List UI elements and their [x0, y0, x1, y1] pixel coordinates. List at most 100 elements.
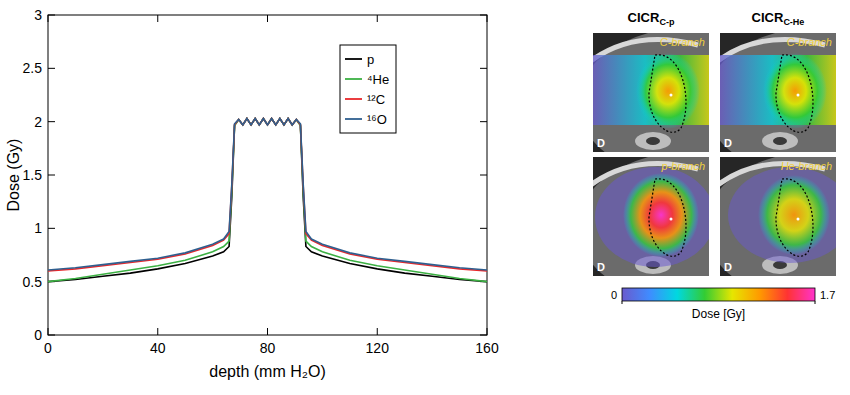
- series-line: [48, 118, 487, 269]
- y-tick-label: 0.5: [23, 274, 43, 290]
- dose-panel: [720, 157, 836, 276]
- plot-frame: [48, 15, 487, 335]
- tumor-contour: [776, 55, 813, 133]
- y-tick-label: 2: [34, 114, 42, 130]
- x-tick: [377, 15, 378, 22]
- y-tick: [48, 121, 55, 122]
- isocenter: [797, 94, 800, 97]
- canal: [646, 137, 660, 145]
- vertebra: [635, 132, 671, 150]
- colorbar: [622, 288, 815, 301]
- y-tick: [48, 15, 55, 16]
- y-tick: [480, 228, 487, 229]
- colorbar-label: Dose [Gy]: [692, 307, 745, 321]
- page: 0 40 80 120 160 0 0.5 1 1.5 2 2.5 3 depth (mm H₂O) Do…: [0, 0, 850, 395]
- column-title-main: CICR: [628, 10, 660, 25]
- legend-label: ¹⁶O: [367, 112, 387, 127]
- x-tick: [157, 328, 158, 335]
- y-tick: [480, 121, 487, 122]
- x-tick: [377, 328, 378, 335]
- y-tick-label: 3: [34, 7, 42, 23]
- y-tick: [48, 228, 55, 229]
- tissue: [720, 157, 836, 276]
- isocenter: [797, 218, 800, 221]
- legend-label: ⁴He: [367, 72, 389, 87]
- axes: 0 40 80 120 160 0 0.5 1 1.5 2 2.5 3 depth (mm H₂O) Do…: [5, 7, 499, 380]
- legend: p ⁴He ¹²C ¹⁶O: [340, 45, 396, 133]
- tumor-contour: [776, 179, 813, 257]
- x-tick: [157, 15, 158, 22]
- y-tick-label: 0: [34, 327, 42, 343]
- dose-core: [758, 175, 830, 255]
- panel-label: p-branch: [661, 160, 705, 172]
- series-line: [48, 118, 487, 281]
- y-tick: [48, 335, 55, 336]
- x-tick-label: 120: [366, 340, 390, 356]
- colorbar-tick-label: 1.7: [820, 289, 835, 301]
- dose-band: [595, 167, 709, 267]
- vertebra: [762, 132, 798, 150]
- x-tick: [48, 15, 49, 22]
- column-title-sub: C-p: [659, 17, 674, 27]
- dose-core: [763, 53, 827, 129]
- series-group: [48, 118, 487, 281]
- dose-band: [728, 167, 836, 263]
- tissue: [593, 33, 709, 152]
- tumor-contour: [649, 55, 686, 133]
- isocenter: [670, 94, 673, 97]
- y-tick: [480, 68, 487, 69]
- column-title-main: CICR: [752, 10, 784, 25]
- legend-swatch: [345, 118, 362, 120]
- y-tick-label: 1: [34, 220, 42, 236]
- column-title-sub: C-He: [783, 17, 804, 27]
- dose-core: [636, 53, 700, 129]
- x-tick: [48, 328, 49, 335]
- y-tick-label: 1.5: [23, 167, 43, 183]
- y-tick: [480, 335, 487, 336]
- isocenter: [670, 218, 673, 221]
- panel-corner-label: D: [597, 261, 605, 273]
- column-title: CICRC-p: [628, 10, 675, 27]
- colorbar-tick-label: 0: [611, 289, 617, 301]
- y-tick: [48, 68, 55, 69]
- x-tick-label: 40: [150, 340, 166, 356]
- x-tick: [487, 15, 488, 22]
- panel-label: C-branch: [660, 36, 705, 48]
- y-tick: [48, 175, 55, 176]
- panel-label: C-branch: [787, 36, 832, 48]
- canal: [773, 137, 787, 145]
- dose-core: [623, 173, 699, 257]
- panel-corner-label: D: [724, 137, 732, 149]
- y-tick-label: 2.5: [23, 60, 43, 76]
- legend-label: ¹²C: [367, 92, 385, 107]
- panel-corner-label: D: [724, 261, 732, 273]
- y-tick: [480, 15, 487, 16]
- legend-swatch: [345, 98, 362, 100]
- tissue: [720, 33, 836, 152]
- legend-swatch: [345, 78, 362, 80]
- series-line: [48, 118, 487, 281]
- panel-label: He-branch: [781, 160, 832, 172]
- legend-swatch: [345, 58, 362, 60]
- tumor-contour: [649, 179, 686, 257]
- y-tick: [480, 175, 487, 176]
- x-tick: [267, 15, 268, 22]
- dose-panel: [593, 157, 709, 276]
- panel-corner-label: D: [597, 137, 605, 149]
- x-tick: [487, 328, 488, 335]
- x-tick-label: 80: [260, 340, 276, 356]
- legend-box: [340, 45, 396, 133]
- x-tick-label: 0: [44, 340, 52, 356]
- x-axis-label: depth (mm H₂O): [209, 363, 325, 380]
- colorbar-tick: [815, 301, 816, 304]
- dose-panel: [593, 33, 709, 152]
- x-tick-label: 160: [475, 340, 499, 356]
- column-title: CICRC-He: [752, 10, 805, 27]
- series-line: [48, 118, 487, 271]
- colorbar-tick: [622, 301, 623, 304]
- dose-panel: [720, 33, 836, 152]
- tissue: [593, 157, 709, 276]
- x-tick: [267, 328, 268, 335]
- y-axis-label: Dose (Gy): [5, 139, 22, 212]
- legend-label: p: [367, 52, 374, 67]
